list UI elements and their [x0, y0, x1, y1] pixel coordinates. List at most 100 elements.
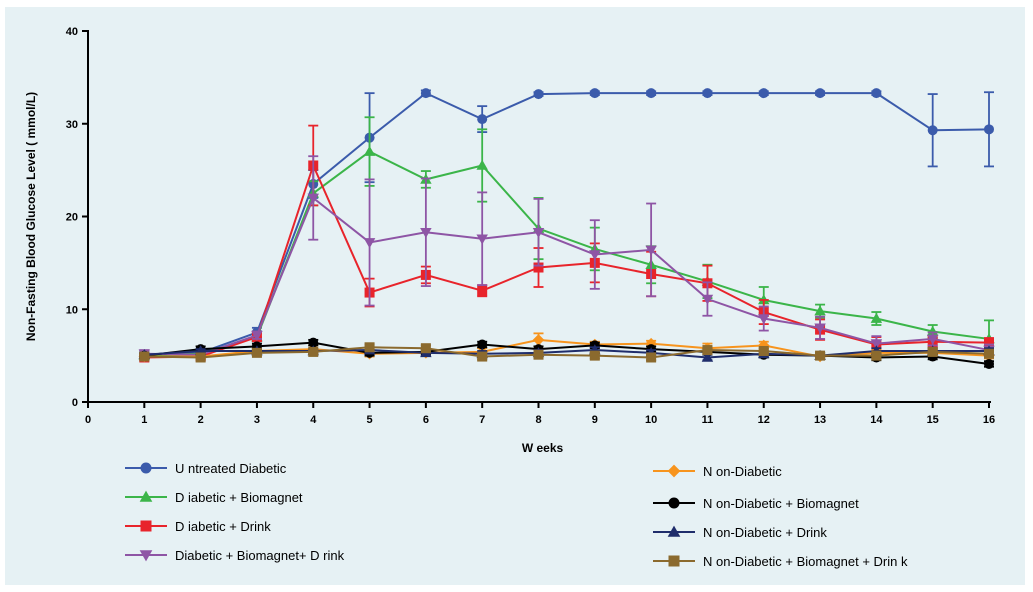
legend-item: D iabetic + Drink	[125, 519, 271, 534]
data-point	[533, 262, 544, 273]
x-tick-label: 14	[870, 414, 883, 426]
legend-label: U ntreated Diabetic	[175, 461, 287, 476]
data-point	[815, 350, 826, 361]
data-point	[758, 314, 770, 325]
x-tick-label: 4	[310, 414, 317, 426]
data-point	[871, 88, 882, 99]
legend-marker	[667, 464, 681, 478]
data-point	[533, 349, 544, 360]
x-tick-label: 2	[198, 414, 204, 426]
data-point	[927, 346, 938, 357]
x-tick-label: 8	[535, 414, 541, 426]
data-point	[476, 159, 488, 170]
y-tick-label: 0	[72, 397, 78, 409]
data-point	[984, 337, 994, 348]
data-point	[870, 312, 883, 323]
data-point	[476, 234, 488, 245]
data-point	[702, 88, 713, 99]
series-line	[144, 349, 989, 359]
x-tick-label: 9	[592, 414, 598, 426]
x-tick-label: 10	[645, 414, 657, 426]
data-point	[984, 348, 994, 359]
legend-label: N on-Diabetic + Biomagnet + Drin k	[703, 554, 908, 569]
legend-marker	[140, 520, 152, 532]
data-point	[477, 339, 488, 350]
series-line	[144, 346, 990, 359]
legend-label: N on-Diabetic + Drink	[703, 525, 827, 540]
x-tick-label: 6	[423, 414, 429, 426]
legend-marker	[668, 497, 680, 509]
data-point	[139, 351, 150, 362]
plot-area	[138, 88, 995, 369]
data-point	[758, 88, 769, 99]
data-point	[363, 238, 376, 249]
data-point	[477, 114, 488, 125]
data-point	[589, 350, 600, 361]
data-point	[589, 250, 601, 261]
legend-label: N on-Diabetic	[703, 464, 782, 479]
data-point	[646, 352, 657, 363]
series-4	[138, 155, 995, 361]
data-point	[364, 342, 375, 353]
data-point	[702, 345, 713, 356]
legend-item: N on-Diabetic + Drink	[653, 525, 827, 540]
data-point	[646, 88, 657, 99]
legend-marker	[668, 555, 680, 567]
legend-marker	[140, 462, 152, 474]
x-tick-label: 15	[927, 414, 939, 426]
data-point	[420, 88, 431, 99]
data-point	[701, 294, 714, 305]
data-point	[984, 124, 994, 135]
x-tick-label: 1	[141, 414, 147, 426]
legend-label: D iabetic + Drink	[175, 519, 271, 534]
data-point	[984, 358, 994, 369]
legend-item: U ntreated Diabetic	[125, 461, 287, 476]
data-point	[645, 245, 657, 256]
x-tick-label: 0	[85, 414, 91, 426]
series-line	[144, 91, 990, 357]
data-point	[307, 193, 319, 204]
data-point	[308, 346, 319, 357]
legend-marker	[667, 525, 681, 537]
x-axis-title: W eeks	[522, 441, 564, 455]
series-1	[139, 88, 994, 361]
legend-label: D iabetic + Biomagnet	[175, 490, 303, 505]
data-point	[926, 334, 939, 345]
data-point	[533, 89, 544, 100]
y-tick-label: 10	[66, 304, 78, 316]
data-point	[870, 339, 883, 350]
x-tick-label: 13	[814, 414, 826, 426]
data-point	[477, 285, 488, 296]
series-8	[139, 342, 994, 363]
series-line	[144, 162, 990, 359]
data-point	[532, 227, 545, 239]
x-tick-label: 12	[758, 414, 770, 426]
y-tick-label: 40	[66, 26, 78, 38]
y-tick-label: 30	[66, 119, 78, 131]
x-tick-label: 3	[254, 414, 260, 426]
data-point	[589, 88, 600, 99]
legend: U ntreated Diabetic D iabetic + Biomagnet…	[125, 461, 908, 569]
data-point	[308, 337, 319, 348]
data-point	[251, 330, 263, 341]
x-tick-label: 16	[983, 414, 995, 426]
legend-item: N on-Diabetic + Biomagnet + Drin k	[653, 554, 908, 569]
data-point	[871, 350, 882, 361]
series-line	[144, 196, 990, 356]
x-tick-label: 7	[479, 414, 485, 426]
data-point	[758, 345, 769, 356]
legend-item: N on-Diabetic	[653, 464, 782, 479]
legend-item: D iabetic + Biomagnet	[125, 490, 303, 505]
x-tick-label: 11	[702, 414, 714, 426]
data-point	[251, 347, 262, 358]
series-2	[138, 116, 995, 360]
legend-marker	[139, 490, 153, 502]
data-point	[363, 145, 376, 156]
data-point	[927, 125, 938, 136]
legend-label: Diabetic + Biomagnet+ D rink	[175, 548, 345, 563]
x-tick-label: 5	[367, 414, 373, 426]
data-point	[814, 305, 826, 316]
data-point	[195, 352, 206, 363]
legend-marker	[139, 550, 153, 562]
